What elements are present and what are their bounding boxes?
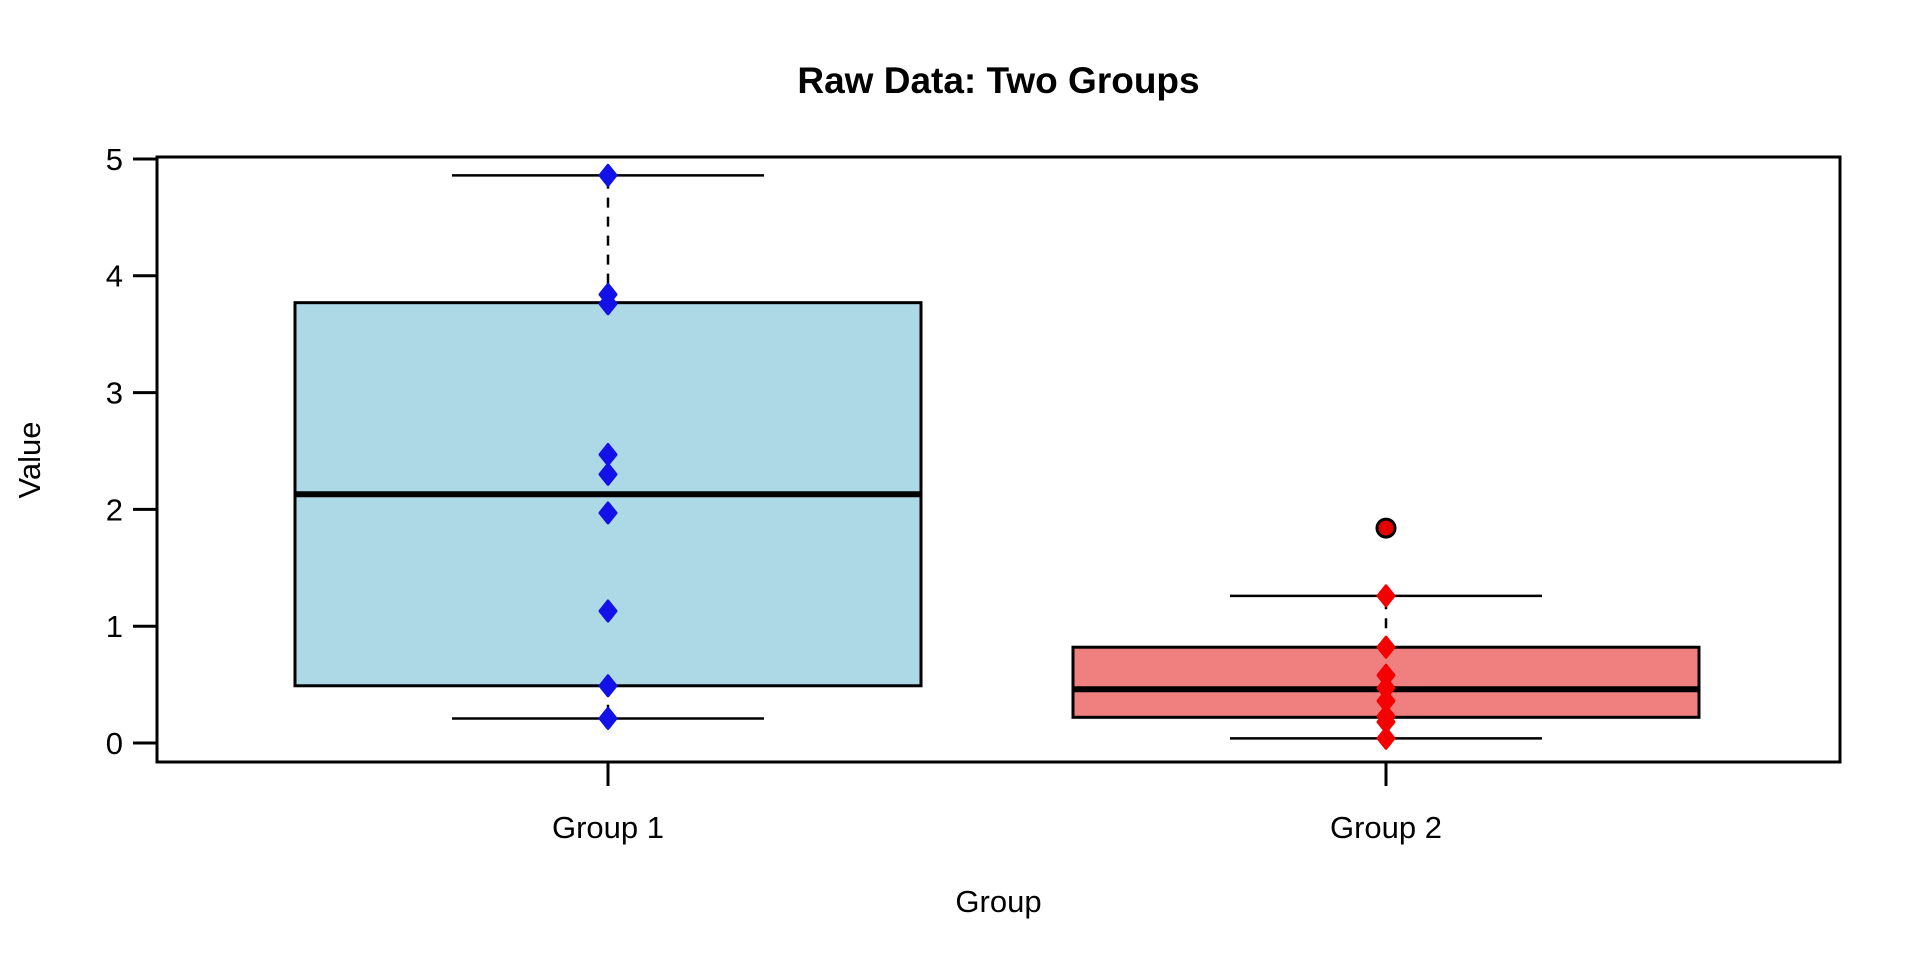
data-point [598, 292, 618, 316]
y-tick-label: 3 [106, 375, 123, 410]
chart-title: Raw Data: Two Groups [797, 60, 1200, 101]
y-tick-label: 5 [106, 142, 123, 177]
data-point [1376, 635, 1396, 659]
y-tick-label: 1 [106, 609, 123, 644]
y-tick-label: 0 [106, 726, 123, 761]
data-point [1376, 726, 1396, 750]
x-axis-title: Group [955, 884, 1042, 919]
y-tick-label: 2 [106, 492, 123, 527]
data-point [1376, 584, 1396, 608]
outlier-point [1375, 517, 1397, 539]
data-point [598, 163, 618, 187]
data-point [598, 674, 618, 698]
data-point [598, 501, 618, 525]
x-tick-label: Group 2 [1330, 810, 1442, 845]
y-axis-title: Value [12, 421, 47, 499]
y-tick-label: 4 [106, 259, 123, 294]
data-point [598, 599, 618, 623]
data-point [598, 706, 618, 730]
plot-frame [155, 155, 1842, 764]
x-tick-label: Group 1 [552, 810, 664, 845]
data-point [598, 462, 618, 486]
